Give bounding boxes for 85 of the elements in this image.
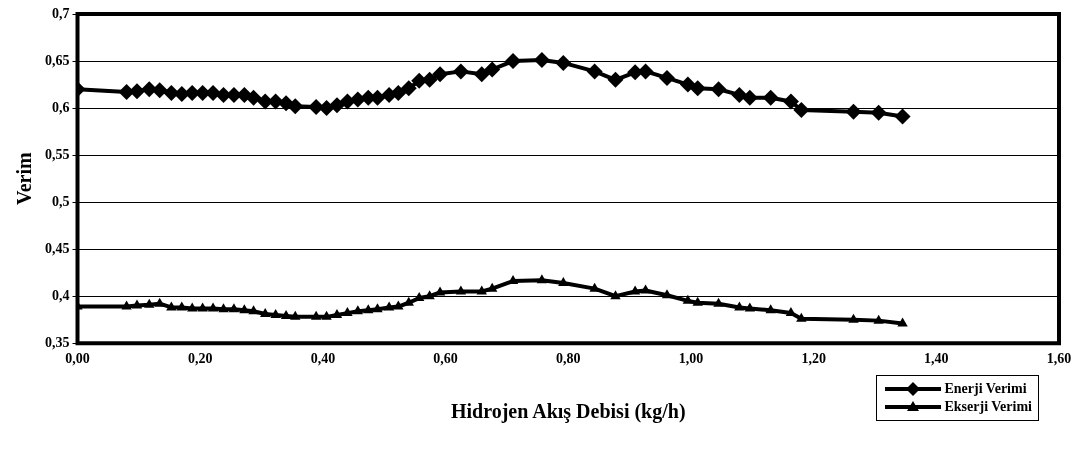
point [121, 300, 132, 310]
point [363, 304, 374, 314]
point [310, 310, 322, 320]
point [393, 300, 404, 310]
y-tick-label: 0,65 [45, 52, 70, 68]
point [452, 63, 469, 80]
point [762, 89, 779, 106]
point [713, 297, 724, 307]
point [610, 290, 621, 300]
point [290, 310, 301, 320]
point [484, 61, 501, 78]
point [287, 98, 304, 115]
point [154, 297, 165, 307]
x-tick-label: 0,20 [187, 351, 213, 367]
point [339, 93, 356, 110]
point [731, 86, 748, 103]
y-tick-label: 0,4 [52, 287, 70, 303]
point [692, 296, 703, 306]
point [793, 101, 810, 118]
point [765, 304, 776, 314]
legend-label: Ekserji Verimi [944, 399, 1032, 416]
point [659, 69, 676, 86]
point [331, 308, 343, 318]
point [536, 274, 548, 284]
point [533, 52, 550, 69]
point [129, 83, 145, 100]
point [873, 314, 884, 324]
point [782, 93, 799, 110]
point [710, 81, 727, 98]
point [228, 303, 240, 313]
point [390, 85, 407, 102]
point [558, 277, 569, 286]
point [894, 108, 911, 125]
point [218, 303, 229, 313]
y-tick-label: 0,6 [52, 99, 70, 115]
point [744, 302, 756, 312]
point [328, 97, 345, 114]
point [245, 89, 262, 106]
point [321, 310, 332, 320]
y-tick-label: 0,35 [45, 334, 70, 350]
y-axis-title: Verim [13, 151, 36, 205]
point [741, 89, 758, 106]
point [280, 309, 292, 319]
point [640, 284, 651, 294]
point [342, 307, 353, 317]
point [473, 66, 490, 83]
legend-label: Enerji Verimi [944, 381, 1027, 398]
point [607, 71, 624, 88]
x-tick-label: 1,60 [1046, 351, 1072, 367]
point [555, 54, 572, 71]
point [505, 53, 522, 70]
point [270, 308, 281, 318]
point [845, 103, 862, 120]
x-tick-label: 1,40 [924, 351, 949, 367]
point [421, 71, 438, 88]
point [432, 66, 449, 83]
point [131, 299, 143, 309]
point [248, 305, 259, 315]
point [352, 305, 364, 315]
point [318, 100, 335, 117]
y-tick-label: 0,55 [45, 146, 70, 162]
y-tick-label: 0,45 [45, 240, 70, 256]
point [239, 304, 250, 314]
point [682, 294, 694, 304]
y-tick-label: 0,5 [52, 193, 70, 209]
point [848, 313, 859, 323]
point [796, 312, 807, 322]
y-tick-label: 0,7 [52, 5, 70, 21]
point [689, 80, 706, 97]
x-tick-label: 0,60 [433, 351, 458, 367]
point [586, 63, 603, 80]
x-tick-label: 0,40 [310, 351, 336, 367]
x-tick-label: 0,00 [65, 351, 90, 367]
x-tick-label: 1,20 [801, 351, 826, 367]
point [144, 298, 155, 308]
x-tick-label: 1,00 [678, 351, 704, 367]
point [400, 80, 417, 97]
point [661, 289, 673, 299]
point [207, 302, 219, 312]
point [424, 290, 435, 300]
x-axis-title: Hidrojen Akış Debisi (kg/h) [450, 400, 686, 424]
point [870, 104, 887, 121]
point [260, 308, 271, 318]
point [372, 303, 383, 313]
x-tick-label: 0,80 [556, 351, 581, 367]
